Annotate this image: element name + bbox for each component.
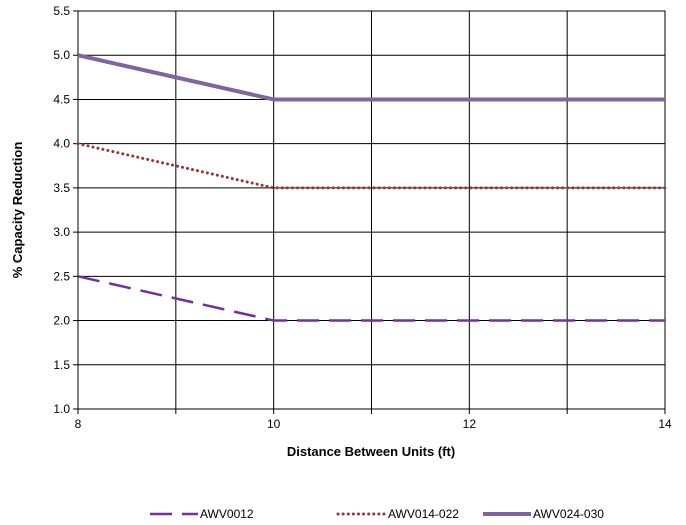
y-tick-label: 5.5 (53, 4, 70, 18)
y-tick-label: 1.5 (53, 358, 70, 372)
y-axis-ticks: 1.0 1.5 2.0 2.5 3.0 3.5 4.0 4.5 5.0 5.5 (53, 4, 78, 416)
legend: AWV0012 AWV014-022 AWV024-030 (150, 507, 604, 521)
y-tick-label: 5.0 (53, 48, 70, 62)
series-line (77, 275, 665, 322)
series-lines (76, 53, 667, 322)
y-tick-label: 3.0 (53, 225, 70, 239)
x-tick-label: 8 (75, 417, 82, 431)
y-axis-title: % Capacity Reduction (10, 142, 25, 279)
y-tick-label: 2.0 (53, 314, 70, 328)
x-tick-label: 10 (267, 417, 281, 431)
y-tick-label: 4.5 (53, 92, 70, 106)
legend-label: AWV014-022 (388, 507, 459, 521)
x-tick-label: 14 (658, 417, 672, 431)
x-tick-label: 12 (463, 417, 477, 431)
x-axis-title: Distance Between Units (ft) (287, 444, 455, 459)
x-axis-ticks: 8 10 12 14 (75, 409, 672, 431)
legend-label: AWV024-030 (533, 507, 604, 521)
y-tick-label: 1.0 (53, 402, 70, 416)
series-line (76, 142, 667, 190)
y-tick-label: 2.5 (53, 269, 70, 283)
y-tick-label: 4.0 (53, 137, 70, 151)
legend-label: AWV0012 (200, 507, 254, 521)
y-tick-label: 3.5 (53, 181, 70, 195)
series-line (77, 53, 665, 102)
